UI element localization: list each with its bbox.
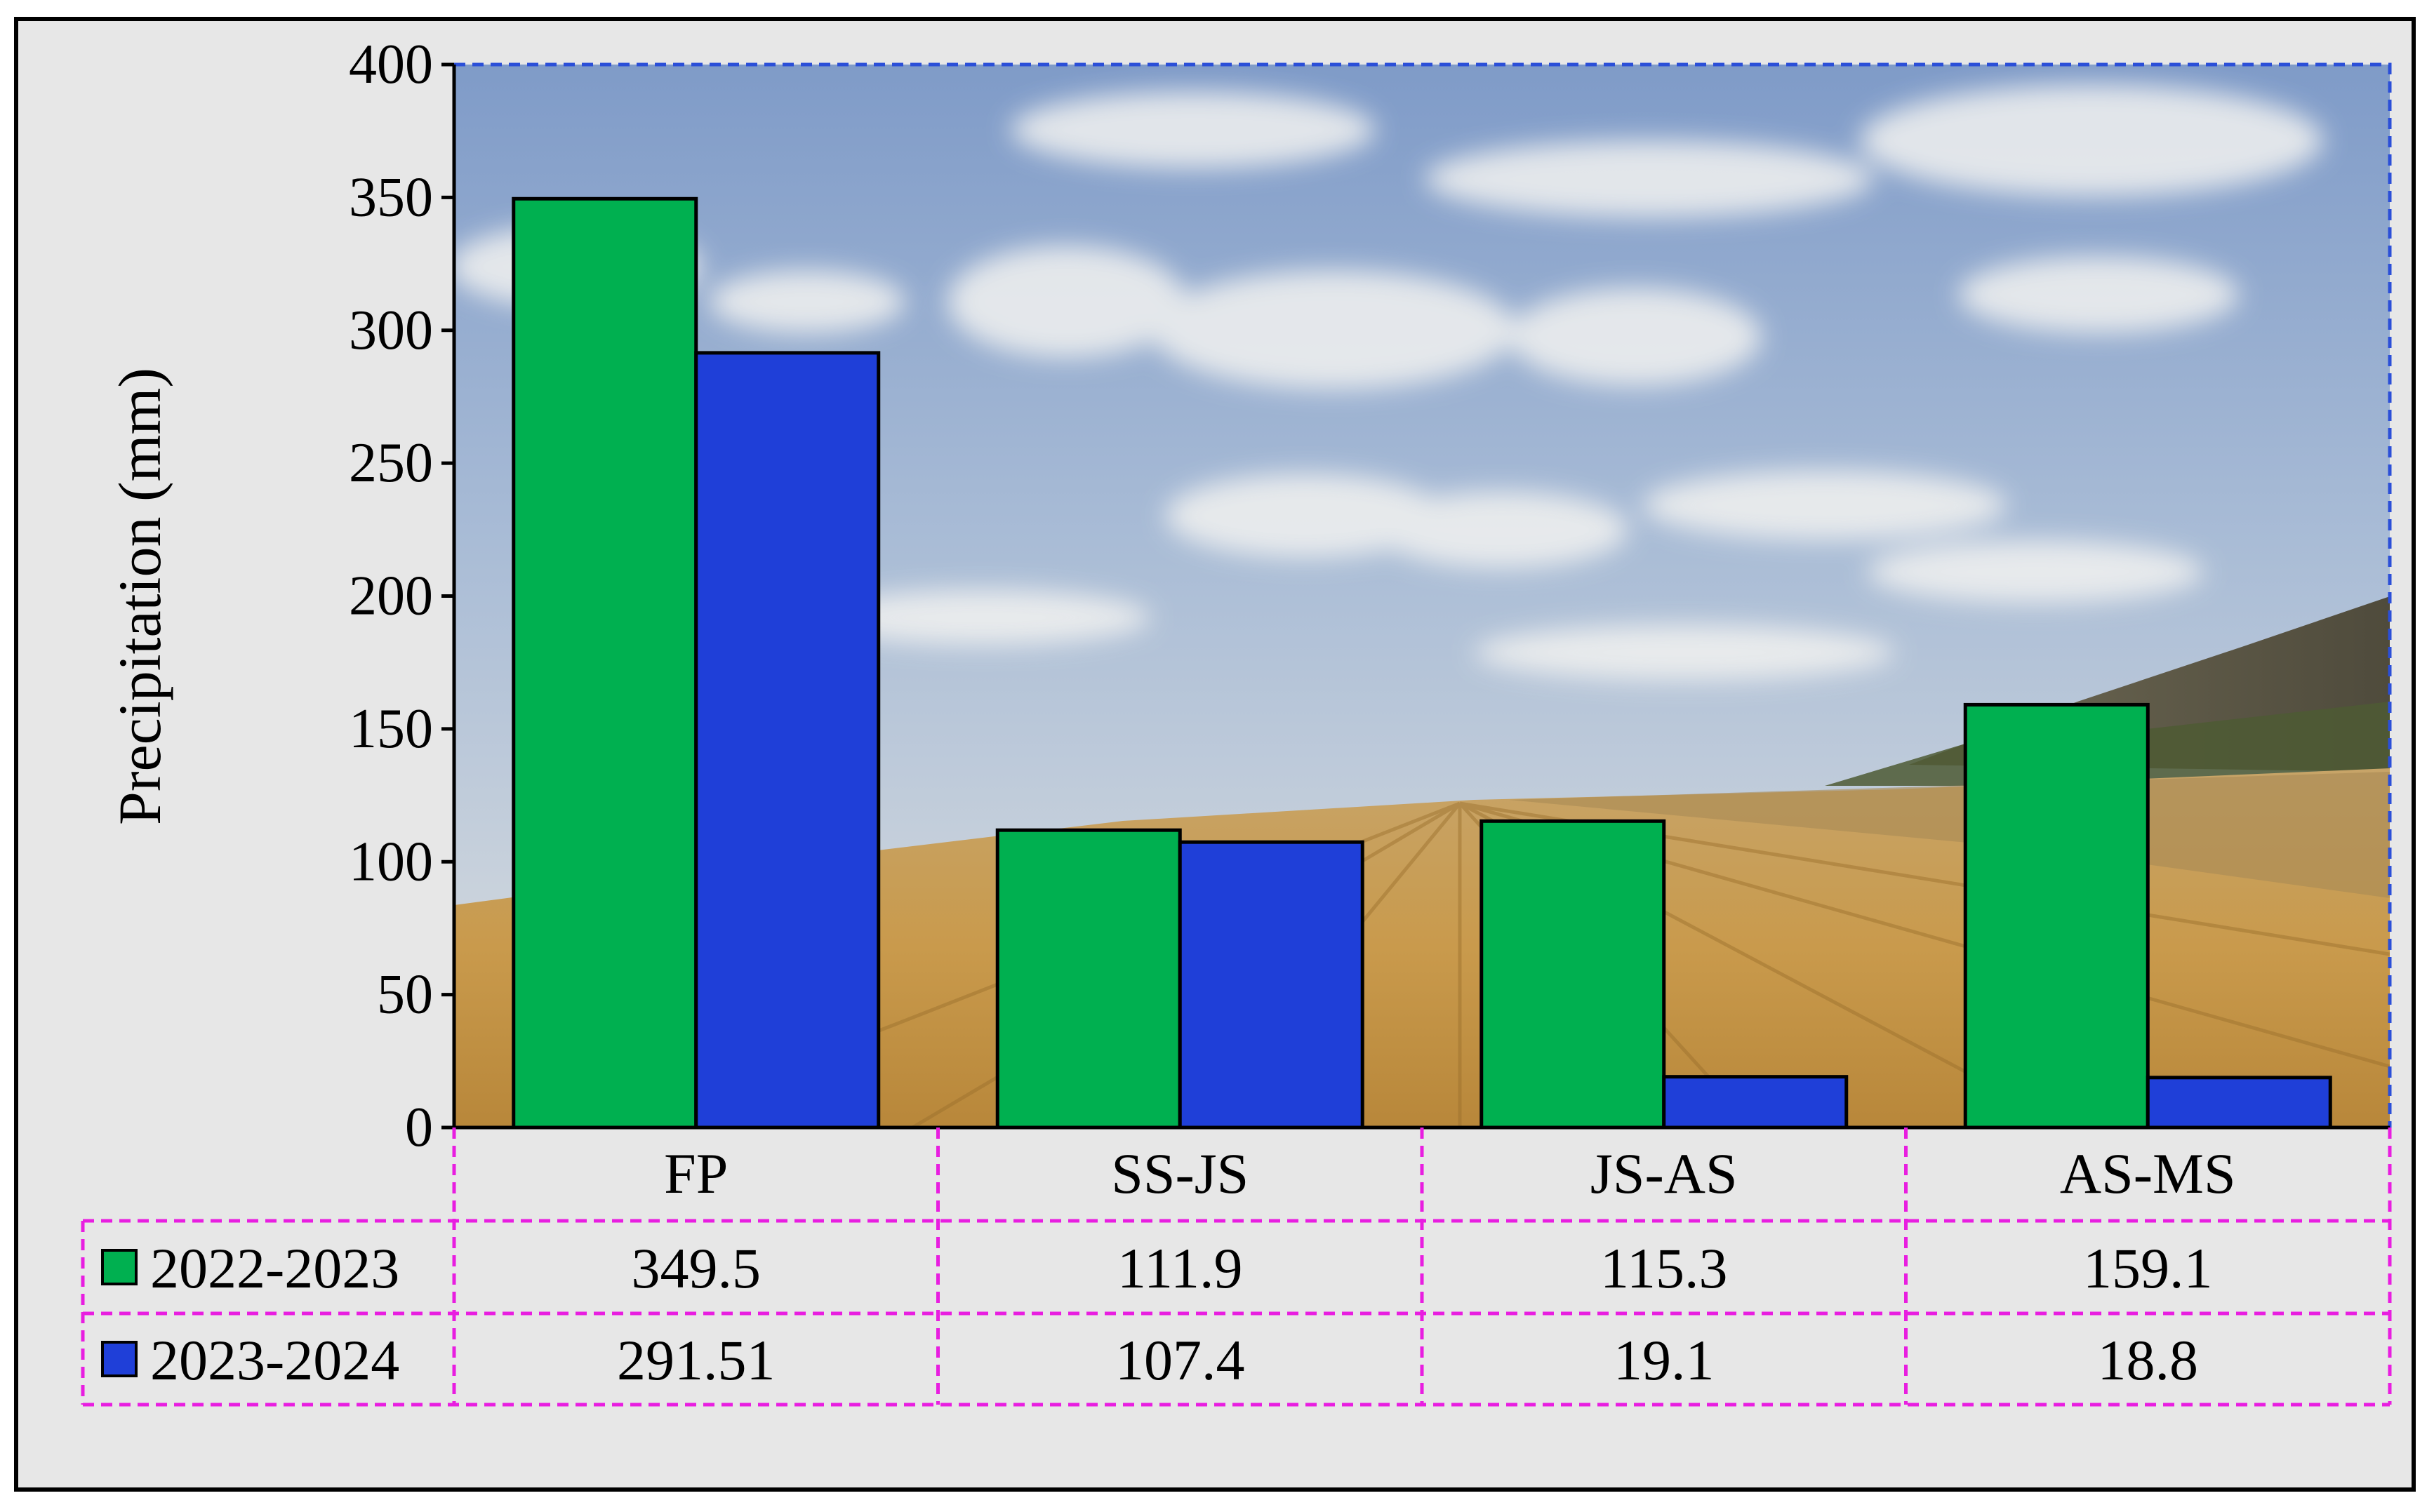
y-tick-label: 100 [349, 831, 433, 892]
x-category-label: FP [664, 1142, 728, 1205]
bar-as-ms-2022-2023 [1963, 702, 2150, 1130]
y-tick-label: 50 [377, 964, 433, 1026]
table-cell-value: 115.3 [1600, 1236, 1727, 1300]
data-table: FP SS-JS JS-AS AS-MS 2022-2023 349.5 111.9 115.… [81, 1128, 2392, 1407]
bar-js-as-2022-2023 [1479, 819, 1666, 1130]
bars [512, 196, 2332, 1130]
y-tick-label: 350 [349, 166, 433, 228]
y-ticks: 0 50 100 150 200 250 300 350 400 [349, 34, 454, 1158]
bar-fp-2022-2023 [512, 196, 698, 1130]
y-tick-label: 150 [349, 698, 433, 760]
bar-ss-js-2023-2024 [1178, 840, 1364, 1130]
table-cell-value: 349.5 [632, 1236, 762, 1300]
table-cell-value: 19.1 [1614, 1328, 1715, 1392]
y-tick-label: 200 [349, 566, 433, 627]
table-cell-value: 111.9 [1117, 1236, 1242, 1300]
table-cell-value: 159.1 [2083, 1236, 2213, 1300]
legend-label: 2023-2024 [150, 1328, 399, 1392]
y-tick-label: 0 [405, 1097, 433, 1158]
x-category-label: JS-AS [1590, 1142, 1738, 1205]
bar-ss-js-2022-2023 [995, 828, 1182, 1130]
bar-as-ms-2023-2024 [2146, 1076, 2332, 1130]
y-tick-label: 250 [349, 432, 433, 494]
legend-label: 2022-2023 [150, 1236, 399, 1300]
y-tick-label: 300 [349, 300, 433, 361]
y-axis-label: Precipitation (mm) [106, 368, 173, 825]
table-cell-value: 291.51 [617, 1328, 776, 1392]
x-category-label: SS-JS [1111, 1142, 1249, 1205]
table-cell-value: 18.8 [2098, 1328, 2199, 1392]
legend-swatch [101, 1249, 138, 1285]
legend-swatch [101, 1341, 138, 1377]
x-category-label: AS-MS [2060, 1142, 2236, 1205]
table-cell-value: 107.4 [1115, 1328, 1245, 1392]
y-tick-label: 400 [349, 34, 433, 95]
bar-js-as-2023-2024 [1662, 1075, 1849, 1130]
bar-fp-2023-2024 [694, 351, 881, 1130]
